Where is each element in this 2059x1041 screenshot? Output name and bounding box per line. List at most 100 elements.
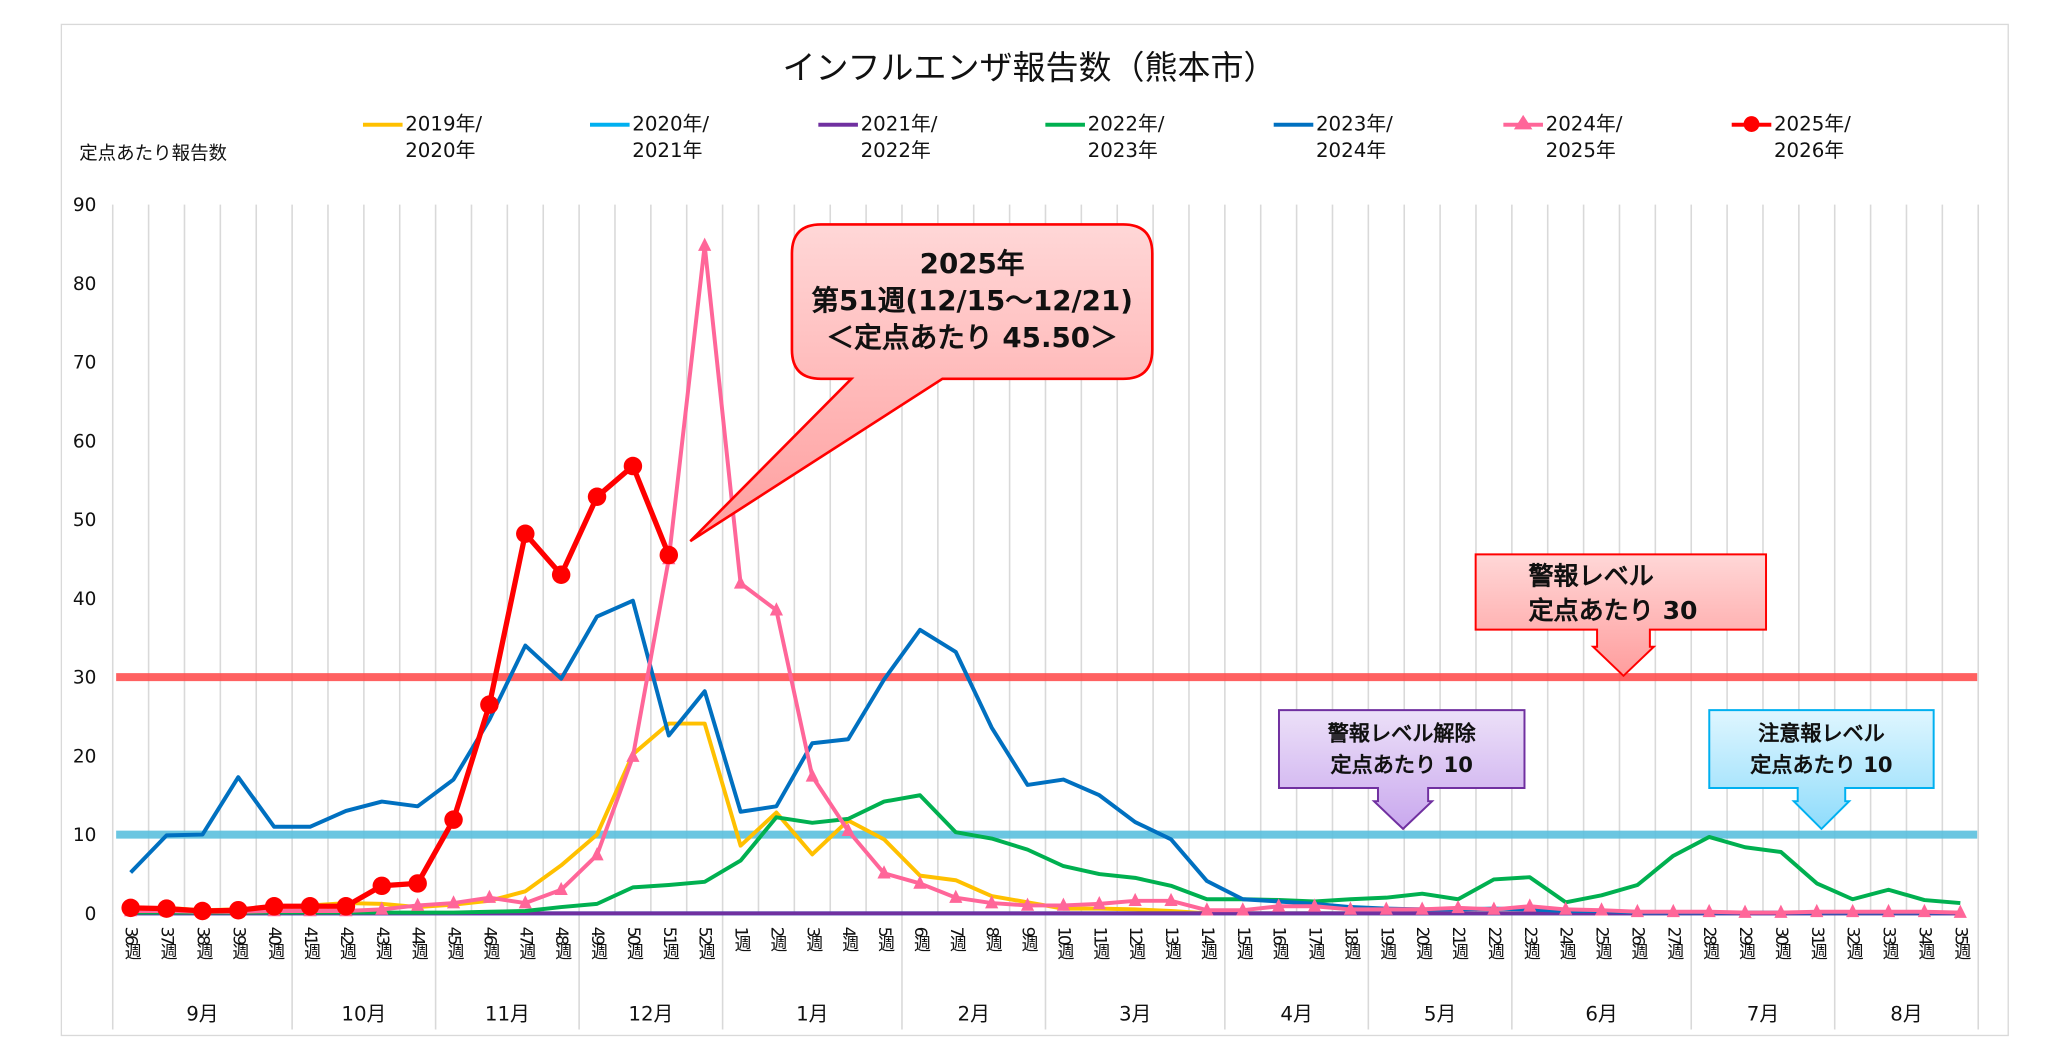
x-tick-label: 52週	[695, 927, 716, 961]
x-tick-label: 16週	[1269, 927, 1290, 961]
legend-item: 2024年/2025年	[1503, 111, 1622, 164]
data-point-circle	[444, 810, 463, 829]
alert-end-callout	[1277, 709, 1526, 831]
x-tick-label: 29週	[1735, 927, 1756, 961]
legend-item: 2020年/2021年	[589, 111, 710, 164]
x-tick-label: 22週	[1484, 927, 1505, 961]
x-tick-label: 9週	[1018, 927, 1039, 952]
month-label: 5月	[1424, 1002, 1456, 1025]
legend-item: 2022年/2023年	[1045, 111, 1164, 164]
y-tick-label: 60	[73, 431, 97, 452]
data-point-triangle	[1523, 898, 1537, 912]
x-tick-label: 17週	[1305, 927, 1326, 961]
month-label: 10月	[341, 1002, 386, 1025]
month-label: 1月	[796, 1002, 828, 1025]
data-point-triangle	[1594, 902, 1609, 916]
data-point-triangle	[1020, 897, 1035, 911]
x-tick-label: 11週	[1089, 927, 1110, 961]
x-tick-label: 30週	[1771, 927, 1792, 961]
data-point-triangle	[985, 895, 999, 909]
data-point-triangle	[446, 895, 461, 909]
legend-swatch	[1273, 111, 1314, 140]
y-tick-label: 30	[73, 668, 97, 689]
data-point-circle	[516, 524, 535, 544]
x-tick-label: 44週	[408, 927, 429, 961]
data-point-circle	[480, 695, 499, 714]
x-tick-label: 24週	[1556, 927, 1577, 961]
legend-item: 2025年/2026年	[1731, 111, 1851, 164]
legend-label-line1: 2021年/	[860, 112, 938, 136]
data-point-triangle	[1666, 903, 1680, 918]
data-point-triangle	[1774, 904, 1788, 918]
current-week-callout-text: 2025年 第51週(12/15～12/21) ＜定点あたり 45.50＞	[792, 246, 1152, 357]
legend-swatch	[1503, 111, 1543, 140]
alert-level-text: 警報レベル 定点あたり 30	[1505, 560, 1697, 629]
y-tick-label: 70	[73, 353, 97, 374]
x-tick-label: 13週	[1161, 927, 1182, 961]
x-tick-label: 45週	[444, 927, 465, 961]
data-point-triangle	[877, 865, 891, 879]
x-tick-label: 7週	[946, 927, 967, 952]
data-point-triangle	[411, 897, 425, 911]
data-point-triangle	[1092, 896, 1106, 910]
legend-item: 2023年/2024年	[1273, 111, 1393, 164]
x-tick-label: 35週	[1950, 927, 1971, 961]
data-point-triangle	[1307, 898, 1322, 912]
x-tick-label: 49週	[587, 927, 608, 961]
legend-label-line2: 2022年	[860, 138, 931, 163]
legend-label-line1: 2020年/	[632, 112, 710, 136]
legend-label-line2: 2023年	[1087, 138, 1158, 163]
month-label: 9月	[186, 1002, 218, 1025]
data-point-triangle	[1487, 901, 1501, 915]
data-point-triangle	[1128, 892, 1142, 907]
data-point-triangle	[913, 875, 927, 889]
x-tick-label: 32週	[1843, 927, 1864, 961]
month-label: 6月	[1585, 1002, 1617, 1025]
x-tick-label: 20週	[1412, 927, 1433, 961]
x-tick-label: 28週	[1699, 927, 1720, 961]
x-tick-label: 50週	[623, 927, 644, 961]
x-tick-label: 12週	[1125, 927, 1146, 961]
x-tick-label: 33週	[1879, 927, 1900, 961]
x-tick-label: 14週	[1197, 927, 1218, 961]
legend-label-line2: 2025年	[1545, 138, 1616, 163]
x-tick-label: 43週	[372, 927, 393, 961]
x-tick-label: 31週	[1807, 927, 1828, 961]
legend-swatch	[818, 111, 858, 140]
x-tick-label: 15週	[1233, 927, 1254, 961]
data-point-triangle	[733, 575, 748, 589]
data-point-circle	[623, 456, 643, 476]
y-tick-label: 40	[73, 589, 97, 610]
data-point-triangle	[1630, 903, 1645, 918]
y-tick-label: 0	[85, 904, 97, 925]
chart-frame	[60, 23, 2009, 1037]
x-tick-label: 8週	[982, 927, 1003, 952]
y-tick-label: 90	[73, 195, 97, 216]
y-tick-label: 10	[73, 825, 97, 846]
series-line-5	[130, 243, 1961, 915]
legend-label-line2: 2024年	[1315, 138, 1387, 163]
data-point-circle	[336, 897, 356, 916]
x-tick-label: 51週	[659, 927, 680, 961]
data-point-triangle	[1056, 897, 1071, 911]
data-point-triangle	[1702, 903, 1716, 918]
callout-year: 2025年	[919, 248, 1025, 280]
month-label: 3月	[1119, 1002, 1151, 1025]
data-point-triangle	[1451, 899, 1465, 914]
alert-level-callout	[1474, 553, 1768, 678]
warning-level-value: 定点あたり 10	[1750, 752, 1893, 778]
data-point-triangle	[1738, 904, 1752, 918]
data-point-triangle	[482, 889, 497, 903]
alert-end-title: 警報レベル解除	[1327, 720, 1476, 746]
data-point-triangle	[375, 901, 389, 915]
x-tick-label: 2週	[766, 927, 787, 952]
legend-item: 2021年/2022年	[818, 111, 937, 164]
x-tick-label: 3週	[802, 927, 823, 952]
data-point-circle	[372, 876, 392, 896]
data-point-circle	[229, 900, 248, 920]
data-point-triangle	[1917, 903, 1932, 918]
x-tick-label: 38週	[192, 927, 213, 961]
data-point-triangle	[1810, 903, 1824, 918]
